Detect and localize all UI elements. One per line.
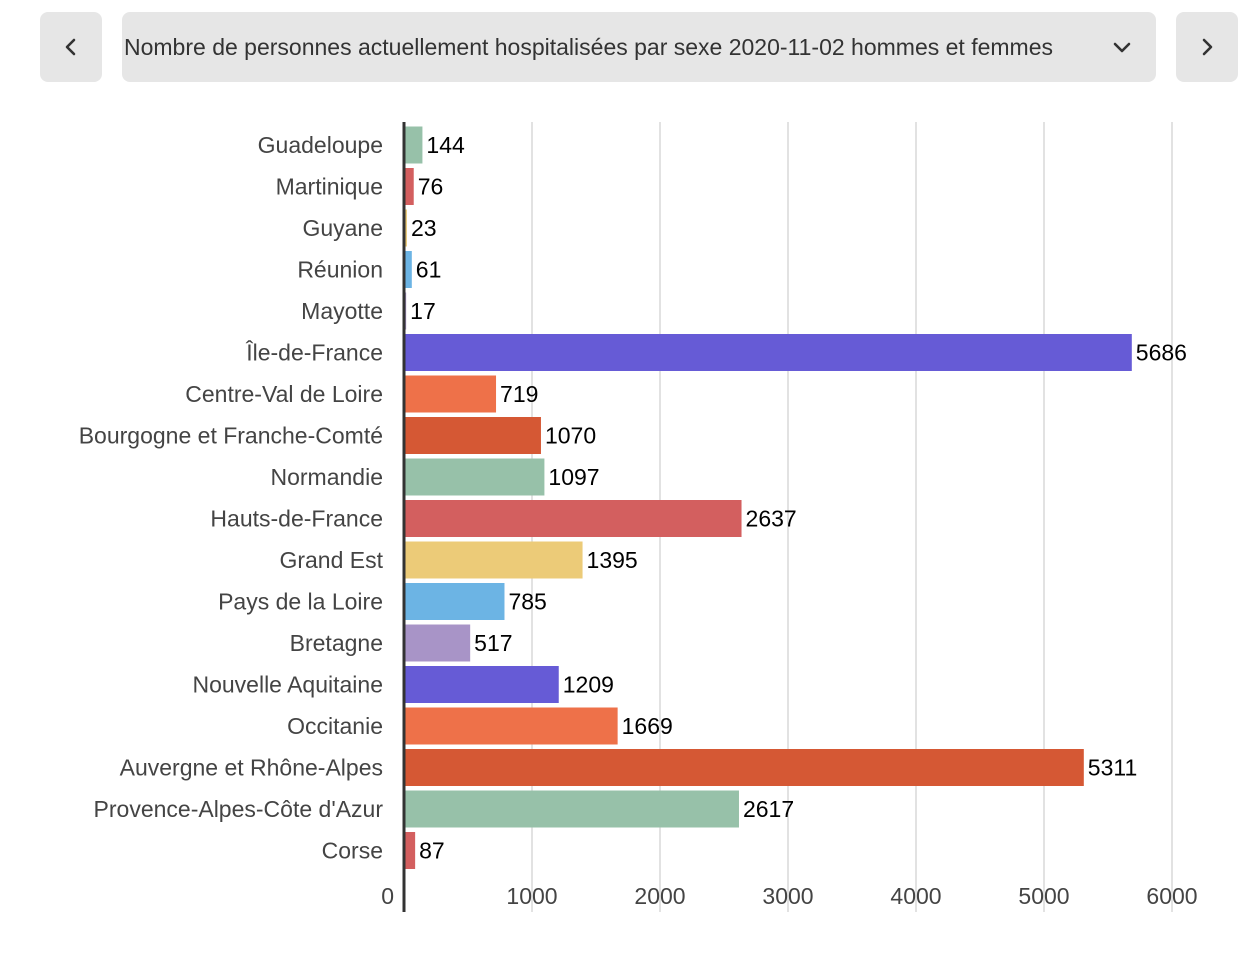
value-label: 1070 (545, 423, 596, 449)
x-tick-label: 6000 (1146, 883, 1197, 909)
category-label: Réunion (297, 257, 383, 283)
value-label: 87 (419, 838, 445, 864)
bar (404, 417, 541, 454)
value-label: 785 (508, 589, 546, 615)
value-label: 719 (500, 381, 538, 407)
dataset-selector[interactable]: Nombre de personnes actuellement hospita… (122, 12, 1156, 82)
value-label: 144 (426, 132, 465, 158)
value-label: 1097 (548, 464, 599, 490)
category-label: Martinique (276, 174, 383, 200)
bar (404, 334, 1132, 371)
value-label: 23 (411, 215, 437, 241)
category-label: Nouvelle Aquitaine (192, 672, 383, 698)
bar (404, 458, 545, 496)
category-label: Grand Est (279, 547, 383, 573)
x-tick-label: 0 (381, 883, 394, 909)
value-label: 517 (474, 630, 512, 656)
value-label: 2637 (746, 506, 797, 532)
category-label: Mayotte (301, 298, 383, 324)
category-label: Normandie (271, 464, 384, 490)
bar (404, 126, 423, 164)
bar (404, 707, 618, 745)
bar (404, 168, 414, 205)
chevron-down-icon (1113, 42, 1131, 53)
value-label: 1395 (587, 547, 638, 573)
x-tick-label: 4000 (890, 883, 941, 909)
bar (404, 500, 742, 537)
category-label: Bretagne (290, 630, 383, 656)
chevron-right-icon (1202, 38, 1213, 56)
value-label: 76 (418, 174, 444, 200)
bar (404, 832, 416, 869)
category-label: Corse (322, 838, 383, 864)
x-tick-label: 1000 (506, 883, 557, 909)
x-tick-label: 3000 (762, 883, 813, 909)
x-tick-label: 5000 (1018, 883, 1069, 909)
value-label: 2617 (743, 796, 794, 822)
category-label: Guadeloupe (258, 132, 383, 158)
next-button[interactable] (1176, 12, 1238, 82)
bar (404, 251, 412, 288)
value-label: 17 (410, 298, 436, 324)
bar (404, 541, 583, 579)
category-label: Île-de-France (245, 340, 383, 366)
bar (404, 375, 497, 413)
value-label: 1669 (622, 713, 673, 739)
bar-chart: 0 1000 2000 3000 4000 5000 6000 Guadeloupe 144 Ma… (79, 122, 1198, 912)
bar (404, 749, 1084, 786)
previous-button[interactable] (40, 12, 102, 82)
chevron-left-icon (65, 38, 76, 56)
category-label: Pays de la Loire (218, 589, 383, 615)
category-label: Auvergne et Rhône-Alpes (120, 755, 383, 781)
value-label: 5311 (1088, 755, 1137, 781)
category-label: Provence-Alpes-Côte d'Azur (94, 796, 384, 822)
category-label: Guyane (302, 215, 383, 241)
value-label: 61 (416, 257, 442, 283)
category-label: Centre-Val de Loire (185, 381, 383, 407)
x-tick-label: 2000 (634, 883, 685, 909)
bar (404, 583, 505, 620)
category-label: Occitanie (287, 713, 383, 739)
bar (404, 790, 739, 828)
bar (404, 624, 471, 662)
selector-label: Nombre de personnes actuellement hospita… (124, 33, 1054, 60)
bar (404, 666, 559, 703)
value-label: 5686 (1136, 340, 1187, 366)
category-label: Bourgogne et Franche-Comté (79, 423, 383, 449)
category-label: Hauts-de-France (210, 506, 383, 532)
value-label: 1209 (563, 672, 614, 698)
